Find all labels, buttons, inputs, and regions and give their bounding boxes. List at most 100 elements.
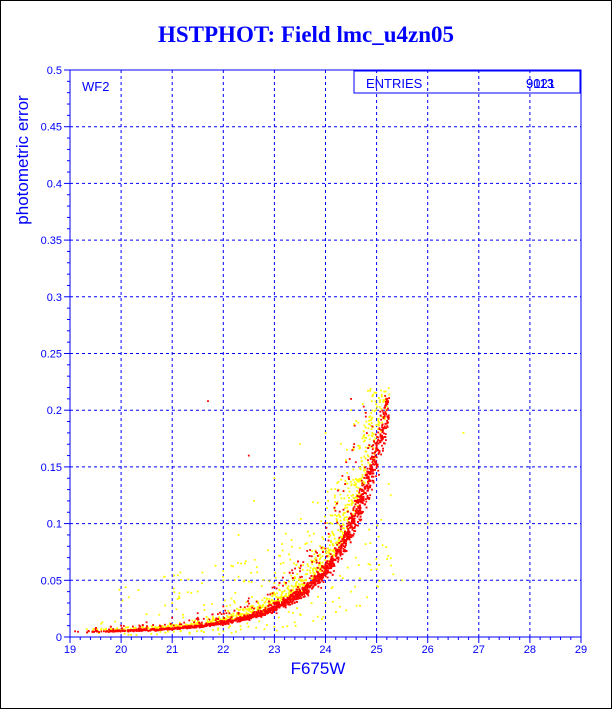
data-point-red [291, 602, 294, 605]
data-point-yellow [182, 616, 185, 619]
data-point-red [294, 567, 296, 570]
data-point-red [288, 597, 291, 600]
data-point-yellow [346, 448, 348, 451]
data-point-yellow [302, 564, 304, 566]
data-point-yellow [344, 511, 346, 514]
data-point-red [327, 566, 329, 569]
data-point-yellow [352, 468, 355, 471]
data-point-yellow [343, 516, 346, 519]
data-point-yellow [343, 527, 345, 530]
data-point-red [345, 533, 348, 536]
data-point-red [372, 463, 375, 465]
data-point-yellow [321, 536, 324, 538]
data-point-red [343, 542, 346, 545]
data-point-red [363, 503, 366, 506]
data-point-yellow [313, 560, 316, 563]
data-point-yellow [281, 626, 284, 628]
data-point-yellow [207, 617, 210, 620]
data-point-red [351, 517, 354, 519]
data-point-red [219, 622, 221, 625]
data-point-red [351, 528, 354, 531]
data-point-red [103, 630, 105, 633]
data-point-red [346, 536, 349, 539]
data-point-red [304, 595, 306, 598]
data-point-yellow [127, 626, 130, 628]
data-point-red [361, 502, 364, 504]
data-point-yellow [262, 578, 265, 581]
data-point-red [204, 624, 206, 627]
data-point-yellow [322, 549, 324, 552]
data-point-red [354, 503, 357, 506]
data-point-yellow [291, 588, 294, 591]
data-point-red [248, 602, 250, 605]
data-point-red [275, 609, 277, 612]
data-point-red [312, 580, 315, 583]
data-point-yellow [241, 613, 244, 615]
data-point-red [351, 514, 353, 517]
data-point-red [286, 597, 289, 600]
data-point-yellow [348, 500, 350, 502]
data-point-yellow [253, 558, 256, 561]
data-point-yellow [339, 535, 342, 538]
data-point-red [301, 594, 304, 597]
data-point-red [340, 550, 342, 552]
data-point-yellow [186, 591, 189, 594]
data-point-red [295, 591, 298, 593]
data-point-red [387, 415, 390, 418]
data-point-red [367, 472, 370, 475]
data-point-yellow [311, 563, 314, 566]
data-point-red [383, 415, 386, 417]
data-point-yellow [299, 443, 301, 446]
data-point-yellow [361, 476, 364, 478]
x-tick-label: 20 [115, 644, 127, 656]
data-point-yellow [354, 585, 357, 588]
data-point-red [346, 530, 349, 533]
data-point-yellow [358, 445, 361, 447]
data-point-yellow [341, 535, 344, 538]
data-point-yellow [371, 435, 374, 438]
data-point-red [386, 421, 389, 424]
data-point-yellow [205, 616, 208, 618]
data-point-red [366, 473, 368, 476]
data-point-red [344, 483, 346, 485]
data-point-yellow [341, 523, 344, 525]
data-point-yellow [331, 522, 334, 525]
data-point-yellow [295, 581, 298, 583]
data-point-yellow [188, 632, 191, 635]
data-point-yellow [377, 419, 379, 422]
data-point-red [319, 581, 322, 584]
data-point-yellow [376, 524, 379, 527]
data-point-yellow [164, 604, 167, 607]
data-point-red [323, 574, 326, 576]
y-tick-label: 0.4 [47, 178, 62, 190]
data-point-yellow [387, 555, 390, 557]
data-point-red [163, 628, 165, 631]
data-point-red [368, 497, 371, 499]
data-point-red [364, 474, 367, 477]
data-point-yellow [243, 579, 246, 582]
data-point-yellow [365, 436, 367, 439]
data-point-red [367, 475, 370, 478]
data-point-yellow [311, 550, 314, 552]
data-point-red [336, 502, 338, 505]
data-point-yellow [356, 497, 358, 500]
data-point-red [272, 609, 275, 612]
data-point-red [383, 432, 385, 435]
data-point-yellow [375, 424, 378, 426]
data-point-red [326, 567, 328, 569]
data-point-yellow [360, 477, 363, 480]
data-point-yellow [346, 472, 349, 474]
data-point-yellow [380, 389, 382, 392]
data-point-yellow [354, 483, 357, 486]
data-point-red [364, 412, 367, 414]
data-point-yellow [357, 444, 360, 447]
data-point-red [255, 616, 258, 619]
data-point-yellow [155, 627, 158, 630]
data-point-red [374, 454, 377, 457]
data-point-red [293, 592, 295, 595]
data-point-yellow [298, 566, 300, 569]
data-point-yellow [358, 447, 361, 450]
data-point-red [290, 594, 292, 596]
data-point-red [338, 542, 341, 544]
data-point-red [129, 630, 132, 632]
